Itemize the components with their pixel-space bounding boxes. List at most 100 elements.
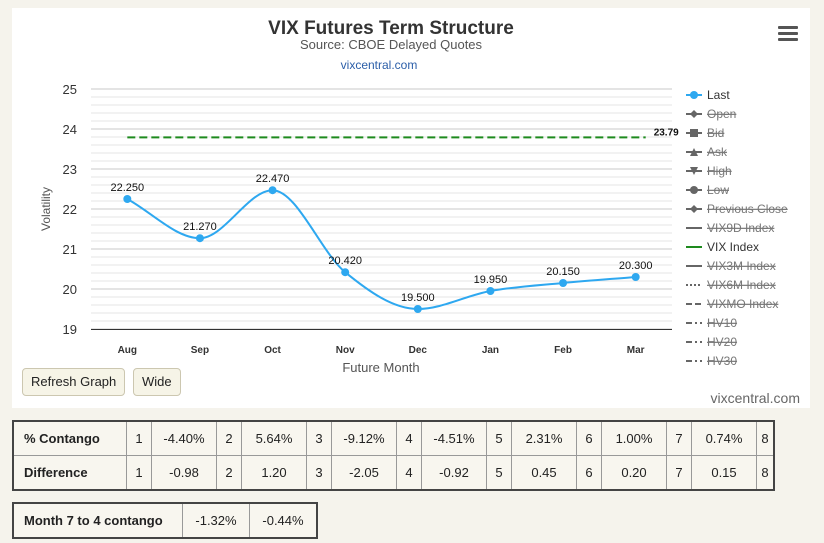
y-tick-label: 23: [63, 162, 77, 177]
x-tick-label: Aug: [118, 345, 137, 356]
value-cell: -2.05: [331, 455, 397, 491]
data-point: [631, 273, 640, 281]
data-point: [268, 186, 277, 195]
month-7-to-4-value: -0.44%: [249, 502, 318, 539]
refresh-graph-button[interactable]: Refresh Graph: [22, 368, 126, 396]
legend-item-label: HV20: [707, 335, 737, 349]
data-label: 22.250: [110, 182, 144, 194]
month-index-cell: 2: [216, 455, 242, 491]
data-label: 20.300: [619, 260, 653, 272]
month-7-to-4-label: Month 7 to 4 contango: [12, 502, 183, 539]
legend-marker: [690, 205, 698, 213]
value-cell: 0.20: [601, 455, 667, 491]
x-tick-label: Feb: [554, 345, 572, 356]
y-tick-label: 25: [63, 82, 77, 97]
legend-item-label: HV10: [707, 316, 737, 330]
month-index-cell: 5: [486, 420, 512, 456]
month-index-cell: 6: [576, 420, 602, 456]
data-label: 20.420: [328, 255, 362, 267]
contango-table: % Contango 1 -4.40% 2 5.64% 3 -9.12% 4 -4.51% 5 2.…: [12, 420, 775, 491]
data-label: 20.150: [546, 266, 580, 278]
data-point: [123, 195, 132, 203]
legend-marker: [690, 167, 698, 175]
chart-subtitle: Source: CBOE Delayed Quotes: [300, 37, 483, 52]
value-cell: -0.92: [421, 455, 487, 491]
month-index-cell: 7: [666, 420, 692, 456]
data-label: 21.270: [183, 221, 217, 233]
month-7-to-4-value: -1.32%: [182, 502, 250, 539]
data-point: [341, 268, 350, 277]
legend-item-label: VIX3M Index: [707, 259, 776, 273]
data-point: [486, 287, 495, 295]
data-label: 22.470: [256, 173, 290, 185]
x-tick-label: Dec: [409, 345, 428, 356]
legend-item-label: VIX6M Index: [707, 278, 776, 292]
month-7-to-4-table: Month 7 to 4 contango -1.32% -0.44%: [12, 502, 318, 539]
value-cell: -9.12%: [331, 420, 397, 456]
x-tick-label: Sep: [191, 345, 209, 356]
value-cell: 2.31%: [511, 420, 577, 456]
chart-title: VIX Futures Term Structure: [268, 18, 514, 39]
value-cell: -0.98: [151, 455, 217, 491]
month-index-cell: 1: [126, 420, 152, 456]
value-cell: 0.45: [511, 455, 577, 491]
wide-button[interactable]: Wide: [133, 368, 181, 396]
legend-marker: [690, 148, 698, 156]
x-tick-label: Mar: [627, 345, 645, 356]
y-tick-label: 20: [63, 282, 77, 297]
legend-marker: [690, 186, 698, 194]
legend-item-label: VIX9D Index: [707, 221, 774, 235]
data-point: [413, 305, 422, 313]
month-index-cell: 8: [756, 420, 775, 456]
legend-item-label: VIX Index: [707, 240, 759, 254]
value-cell: 1.00%: [601, 420, 667, 456]
legend-item-label: High: [707, 164, 732, 178]
series-line-last: [126, 189, 636, 311]
chart-panel: VIX Futures Term Structure Source: CBOE D…: [12, 8, 810, 408]
table-row: Month 7 to 4 contango -1.32% -0.44%: [12, 502, 318, 539]
month-index-cell: 6: [576, 455, 602, 491]
value-cell: -4.51%: [421, 420, 487, 456]
y-tick-label: 19: [63, 322, 77, 337]
month-index-cell: 2: [216, 420, 242, 456]
row-label: % Contango: [12, 420, 127, 456]
month-index-cell: 3: [306, 455, 332, 491]
legend-item-label: Previous Close: [707, 202, 788, 216]
legend-marker: [690, 91, 698, 99]
month-index-cell: 1: [126, 455, 152, 491]
month-index-cell: 8: [756, 455, 775, 491]
data-label: 19.500: [401, 292, 435, 304]
legend-marker: [690, 129, 698, 137]
month-index-cell: 5: [486, 455, 512, 491]
data-label: 19.950: [474, 274, 508, 286]
row-label: Difference: [12, 455, 127, 491]
legend-item-label: Open: [707, 107, 736, 121]
data-point: [559, 279, 568, 287]
month-index-cell: 4: [396, 455, 422, 491]
month-index-cell: 7: [666, 455, 692, 491]
table-row: Difference 1 -0.98 2 1.20 3 -2.05 4 -0.92 5 0.45 6 0…: [12, 455, 775, 491]
y-tick-label: 21: [63, 242, 77, 257]
legend-item-label: Ask: [707, 145, 728, 159]
legend-item-label: Low: [707, 183, 729, 197]
value-cell: 5.64%: [241, 420, 307, 456]
y-axis-title: Volatility: [39, 187, 53, 231]
y-tick-label: 22: [63, 202, 77, 217]
table-row: % Contango 1 -4.40% 2 5.64% 3 -9.12% 4 -4.51% 5 2.…: [12, 420, 775, 456]
y-tick-label: 24: [63, 122, 77, 137]
chart-subtitle-link: vixcentral.com: [341, 58, 418, 72]
x-tick-label: Jan: [482, 345, 499, 356]
value-cell: 1.20: [241, 455, 307, 491]
legend-item-label: VIXMO Index: [707, 297, 778, 311]
value-cell: -4.40%: [151, 420, 217, 456]
month-index-cell: 4: [396, 420, 422, 456]
month-index-cell: 3: [306, 420, 332, 456]
x-tick-label: Nov: [336, 345, 355, 356]
x-axis-title: Future Month: [342, 360, 419, 375]
chart-menu-icon[interactable]: [778, 26, 798, 42]
legend-item-label: HV30: [707, 354, 737, 368]
vix-index-label: 23.79: [654, 127, 679, 138]
legend-item-label: Bid: [707, 126, 724, 140]
x-tick-label: Oct: [264, 345, 281, 356]
